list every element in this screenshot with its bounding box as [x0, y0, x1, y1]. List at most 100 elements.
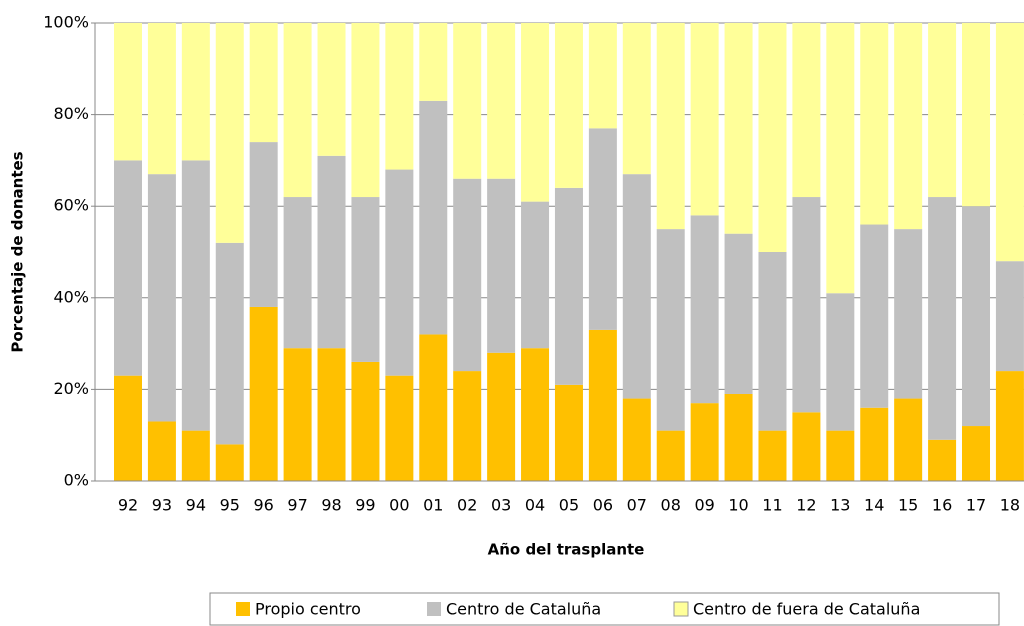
- bar-segment: [249, 306, 278, 481]
- bar-segment: [995, 23, 1024, 262]
- x-tick-label: 08: [661, 496, 681, 515]
- x-tick-label: 14: [864, 496, 884, 515]
- bar-segment: [894, 23, 923, 230]
- y-tick-label: 100%: [43, 13, 89, 32]
- bar-segment: [860, 407, 889, 481]
- bar-segment: [792, 23, 821, 198]
- x-tick-label: 98: [321, 496, 341, 515]
- x-tick-label: 06: [593, 496, 613, 515]
- x-tick-label: 15: [898, 496, 918, 515]
- bar-segment: [521, 23, 550, 202]
- bar-segment: [351, 361, 380, 481]
- bar-segment: [962, 206, 990, 427]
- bar-segment: [894, 229, 923, 399]
- bar-segment: [826, 430, 855, 481]
- bar-segment: [622, 23, 651, 175]
- bar-segment: [826, 23, 855, 294]
- bar-segment: [554, 384, 583, 481]
- bar-segment: [758, 23, 787, 252]
- bar-segment: [995, 261, 1024, 372]
- x-tick-label: 02: [457, 496, 477, 515]
- bar-segment: [385, 23, 414, 170]
- bar-segment: [690, 215, 719, 404]
- legend-label: Centro de Cataluña: [446, 600, 601, 619]
- bar-segment: [283, 197, 312, 349]
- legend-swatch: [427, 602, 441, 616]
- bar-segment: [351, 23, 380, 198]
- bar-segment: [181, 160, 210, 431]
- bar-segment: [588, 23, 617, 129]
- x-tick-label: 93: [152, 496, 172, 515]
- x-tick-label: 10: [728, 496, 748, 515]
- bar-segment: [487, 23, 516, 179]
- bar-segment: [554, 23, 583, 188]
- y-tick-label: 20%: [53, 379, 89, 398]
- bar-segment: [792, 412, 821, 481]
- x-tick-label: 16: [932, 496, 952, 515]
- x-tick-label: 11: [762, 496, 782, 515]
- bar-segment: [656, 229, 685, 431]
- bar-segment: [419, 100, 448, 335]
- bar-segment: [724, 393, 753, 481]
- bar-segment: [724, 233, 753, 394]
- x-tick-label: 18: [1000, 496, 1020, 515]
- bar-segment: [758, 252, 787, 431]
- bar-segment: [385, 169, 414, 376]
- y-tick-label: 60%: [53, 196, 89, 215]
- bar-segment: [419, 334, 448, 481]
- x-tick-label: 01: [423, 496, 443, 515]
- bar-segment: [419, 23, 448, 101]
- x-tick-label: 07: [627, 496, 647, 515]
- legend-label: Propio centro: [255, 600, 361, 619]
- y-axis-label: Porcentaje de donantes: [9, 151, 27, 352]
- bar-segment: [283, 348, 312, 481]
- bar-segment: [215, 444, 244, 481]
- x-tick-label: 12: [796, 496, 816, 515]
- x-tick-label: 92: [118, 496, 138, 515]
- bar-segment: [487, 352, 516, 481]
- bar-segment: [215, 242, 244, 445]
- bar-segment: [487, 178, 516, 353]
- bar-segment: [622, 398, 651, 481]
- bar-segment: [249, 142, 278, 307]
- bar-segment: [147, 174, 176, 422]
- bar-segment: [792, 197, 821, 413]
- x-tick-label: 03: [491, 496, 511, 515]
- legend-swatch: [236, 602, 250, 616]
- bar-segment: [724, 23, 753, 234]
- bar-segment: [521, 201, 550, 349]
- bar-segment: [114, 160, 142, 376]
- y-tick-label: 0%: [64, 471, 89, 490]
- bar-segment: [860, 224, 889, 408]
- bar-segment: [521, 348, 550, 481]
- bar-segment: [114, 375, 142, 481]
- x-tick-label: 09: [694, 496, 714, 515]
- x-tick-label: 99: [355, 496, 375, 515]
- bar-segment: [181, 430, 210, 481]
- bar-segment: [962, 426, 990, 481]
- legend-swatch: [673, 601, 689, 617]
- x-tick-label: 96: [254, 496, 274, 515]
- x-tick-label: 97: [287, 496, 307, 515]
- bar-segment: [181, 23, 210, 161]
- bar-segment: [690, 23, 719, 216]
- bar-segment: [928, 197, 957, 440]
- bar-segment: [588, 128, 617, 330]
- y-tick-label: 40%: [53, 287, 89, 306]
- bar-segment: [928, 439, 957, 481]
- bar-segment: [453, 178, 482, 372]
- x-tick-label: 17: [966, 496, 986, 515]
- bar-segment: [622, 174, 651, 399]
- bar-segment: [826, 293, 855, 431]
- legend-label: Centro de fuera de Cataluña: [693, 600, 920, 619]
- bar-segment: [758, 430, 787, 481]
- x-tick-label: 05: [559, 496, 579, 515]
- bar-segment: [690, 403, 719, 481]
- bar-segment: [147, 421, 176, 481]
- bar-segment: [385, 375, 414, 481]
- bar-segment: [283, 23, 312, 198]
- x-axis-label: Año del trasplante: [488, 541, 645, 559]
- bar-segment: [317, 155, 346, 349]
- bar-segment: [147, 23, 176, 175]
